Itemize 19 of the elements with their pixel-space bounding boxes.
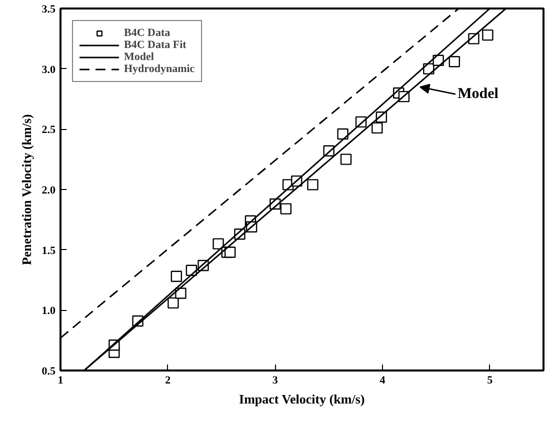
x-axis-title: Impact Velocity (km/s) xyxy=(239,392,365,406)
x-tick-label: 1 xyxy=(58,374,64,386)
x-tick-label: 4 xyxy=(380,374,386,386)
legend-label: Model xyxy=(124,51,154,63)
y-axis-title: Penetration Velocity (km/s) xyxy=(18,114,34,266)
y-tick-label: 1.5 xyxy=(42,244,56,257)
legend-label: Hydrodynamic xyxy=(124,63,195,75)
x-tick-label: 3 xyxy=(272,374,278,386)
y-tick-label: 1.0 xyxy=(42,305,56,318)
y-tick-label: 0.5 xyxy=(42,366,56,378)
legend-label: B4C Data xyxy=(124,27,170,39)
annotation: Model xyxy=(458,86,498,102)
y-tick-label: 2.0 xyxy=(42,184,56,196)
x-tick-label: 5 xyxy=(487,374,494,386)
legend-label: B4C Data Fit xyxy=(124,39,186,51)
y-tick-label: 2.5 xyxy=(42,124,56,136)
x-tick-label: 2 xyxy=(165,374,172,386)
y-tick-label: 3.5 xyxy=(42,4,56,16)
y-tick-label: 3.0 xyxy=(42,64,56,76)
